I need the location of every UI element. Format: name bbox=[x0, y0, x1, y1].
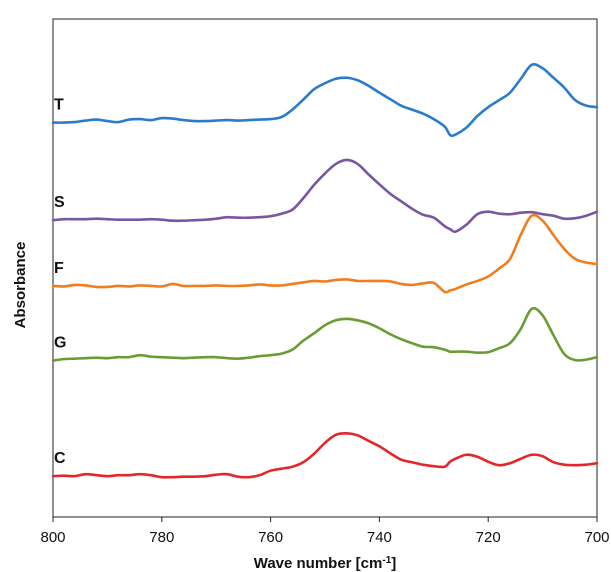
series-line-t bbox=[51, 63, 599, 138]
x-tick-label-740: 740 bbox=[367, 529, 392, 546]
series-label-f: F bbox=[54, 260, 64, 277]
x-tick-label-780: 780 bbox=[149, 529, 174, 546]
series-line-c bbox=[51, 432, 599, 479]
x-tick-label-760: 760 bbox=[258, 529, 283, 546]
series-group bbox=[51, 63, 599, 479]
x-tick-label-700: 700 bbox=[584, 529, 609, 546]
series-line-s bbox=[51, 158, 599, 234]
series-label-t: T bbox=[54, 97, 64, 114]
y-axis-title: Absorbance bbox=[12, 242, 29, 329]
plot-frame bbox=[52, 18, 598, 518]
x-tick-label-720: 720 bbox=[476, 529, 501, 546]
series-label-c: C bbox=[54, 450, 66, 467]
series-label-group: T S F G C bbox=[54, 97, 66, 468]
series-label-s: S bbox=[54, 194, 65, 211]
x-axis-ticks: 800 780 760 740 720 700 bbox=[40, 517, 610, 546]
series-line-f bbox=[51, 213, 599, 294]
x-axis-title: Wave number [cm-1] bbox=[254, 555, 397, 572]
series-line-g bbox=[51, 306, 599, 362]
series-label-g: G bbox=[54, 335, 66, 352]
x-tick-label-800: 800 bbox=[40, 529, 65, 546]
